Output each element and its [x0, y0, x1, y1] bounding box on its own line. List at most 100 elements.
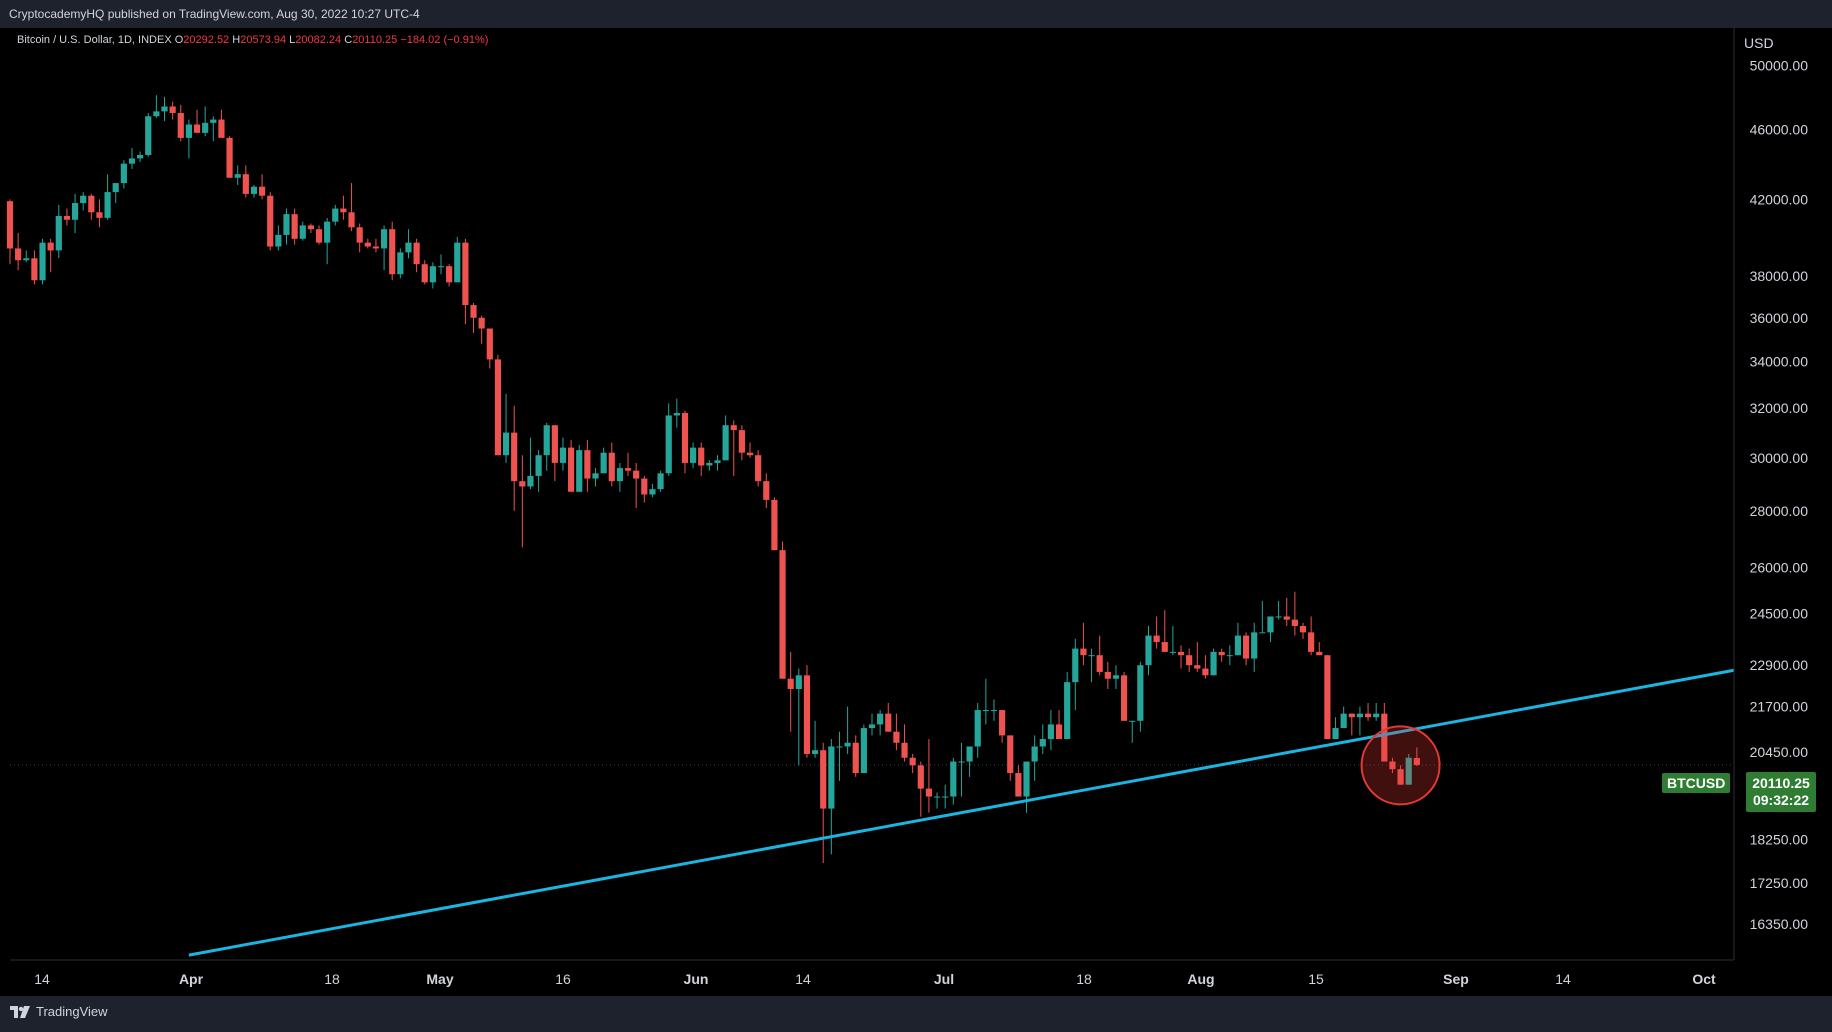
candle — [226, 136, 233, 178]
candle-body — [1259, 632, 1266, 634]
candle — [145, 112, 152, 157]
candle-body — [803, 675, 811, 754]
candle-body — [1153, 635, 1160, 643]
published-text: CryptocademyHQ published on TradingView.… — [9, 7, 420, 21]
close-label: C — [344, 34, 353, 46]
candle — [1088, 648, 1095, 683]
candle — [1202, 655, 1209, 679]
candle — [128, 148, 136, 169]
candle — [763, 473, 770, 509]
candle — [958, 742, 965, 797]
candle — [714, 455, 721, 471]
candle-body — [120, 163, 127, 184]
candle — [389, 221, 396, 281]
candle-body — [1397, 769, 1404, 785]
candle-body — [153, 111, 160, 117]
candle — [478, 315, 485, 344]
candle — [1381, 702, 1388, 762]
candle — [535, 450, 542, 492]
candle — [787, 651, 794, 732]
candle — [177, 104, 184, 142]
candle — [633, 462, 640, 509]
published-header: CryptocademyHQ published on TradingView.… — [0, 0, 1832, 28]
highlight-circle[interactable] — [1360, 725, 1441, 806]
candle — [437, 254, 445, 275]
candle — [901, 724, 908, 762]
candle-body — [1202, 668, 1209, 676]
candle-body — [169, 106, 176, 113]
candle — [706, 460, 713, 471]
candle — [950, 757, 957, 805]
candle-body — [933, 796, 941, 798]
candle-body — [1316, 651, 1323, 656]
candle-body — [462, 242, 469, 306]
candle — [657, 470, 664, 492]
candle-body — [104, 192, 111, 218]
candle-body — [1283, 616, 1290, 620]
trendline[interactable] — [188, 668, 1735, 957]
candle-body — [576, 450, 583, 492]
candle — [779, 541, 786, 679]
candle-body — [112, 183, 119, 193]
candle — [210, 116, 217, 142]
price-tick-label: 32000.00 — [1750, 400, 1809, 416]
candle — [641, 475, 648, 503]
price-tick-label: 50000.00 — [1750, 57, 1809, 73]
candle-body — [738, 430, 745, 453]
candle — [242, 165, 249, 198]
candle — [291, 208, 298, 245]
candle-body — [600, 452, 607, 474]
candle-body — [137, 154, 144, 159]
candle-body — [1251, 632, 1258, 659]
candle — [1405, 753, 1412, 785]
candle — [681, 410, 689, 474]
candle — [860, 724, 867, 774]
candle-body — [1242, 635, 1250, 659]
ohlc-legend: Bitcoin / U.S. Dollar, 1D, INDEX O20292.… — [17, 34, 488, 46]
candle — [1226, 645, 1233, 666]
price-tick-label: 26000.00 — [1750, 560, 1809, 576]
candle-body — [340, 208, 347, 213]
candle-body — [397, 252, 404, 275]
candle — [511, 405, 518, 511]
candle — [755, 450, 762, 487]
candle-body — [1324, 655, 1331, 740]
close-value: 20110.25 — [352, 34, 398, 46]
candle-body — [624, 468, 632, 471]
candle-body — [966, 746, 973, 762]
candle — [519, 455, 526, 548]
candle — [543, 422, 550, 471]
time-tick-label: 14 — [1555, 971, 1571, 987]
price-tick-label: 30000.00 — [1750, 450, 1809, 466]
candle — [364, 238, 371, 249]
candle-body — [307, 225, 314, 230]
candle — [608, 442, 615, 487]
candle — [80, 192, 87, 211]
candle — [1072, 638, 1079, 711]
candle — [982, 678, 989, 725]
candle-body — [1072, 648, 1079, 683]
candle-body — [551, 425, 558, 463]
candle — [372, 238, 380, 253]
candle-body — [958, 761, 965, 763]
currency-label[interactable]: USD — [1744, 35, 1774, 51]
time-axis[interactable]: 14 Apr 18 May 16 Jun 14 Jul 18 Aug 15 Sep 14 Oct — [34, 971, 1716, 987]
candle-body — [999, 710, 1006, 736]
price-axis[interactable]: 50000.00 46000.00 42000.00 38000.00 36000.00… — [1750, 57, 1809, 931]
candle — [446, 264, 453, 287]
candle-body — [31, 258, 38, 281]
candle — [193, 109, 201, 133]
candle — [722, 415, 729, 461]
candle-body — [299, 225, 306, 239]
plot-area[interactable] — [10, 28, 1734, 960]
candle-body — [673, 413, 680, 416]
candle — [690, 442, 697, 469]
candle — [1031, 735, 1038, 781]
candle-body — [795, 675, 802, 690]
time-tick-label: 18 — [1076, 971, 1092, 987]
price-tick-label: 46000.00 — [1750, 122, 1809, 138]
candle — [917, 761, 924, 817]
tradingview-logo[interactable]: TradingView — [10, 1004, 108, 1019]
candle-body — [145, 116, 152, 155]
